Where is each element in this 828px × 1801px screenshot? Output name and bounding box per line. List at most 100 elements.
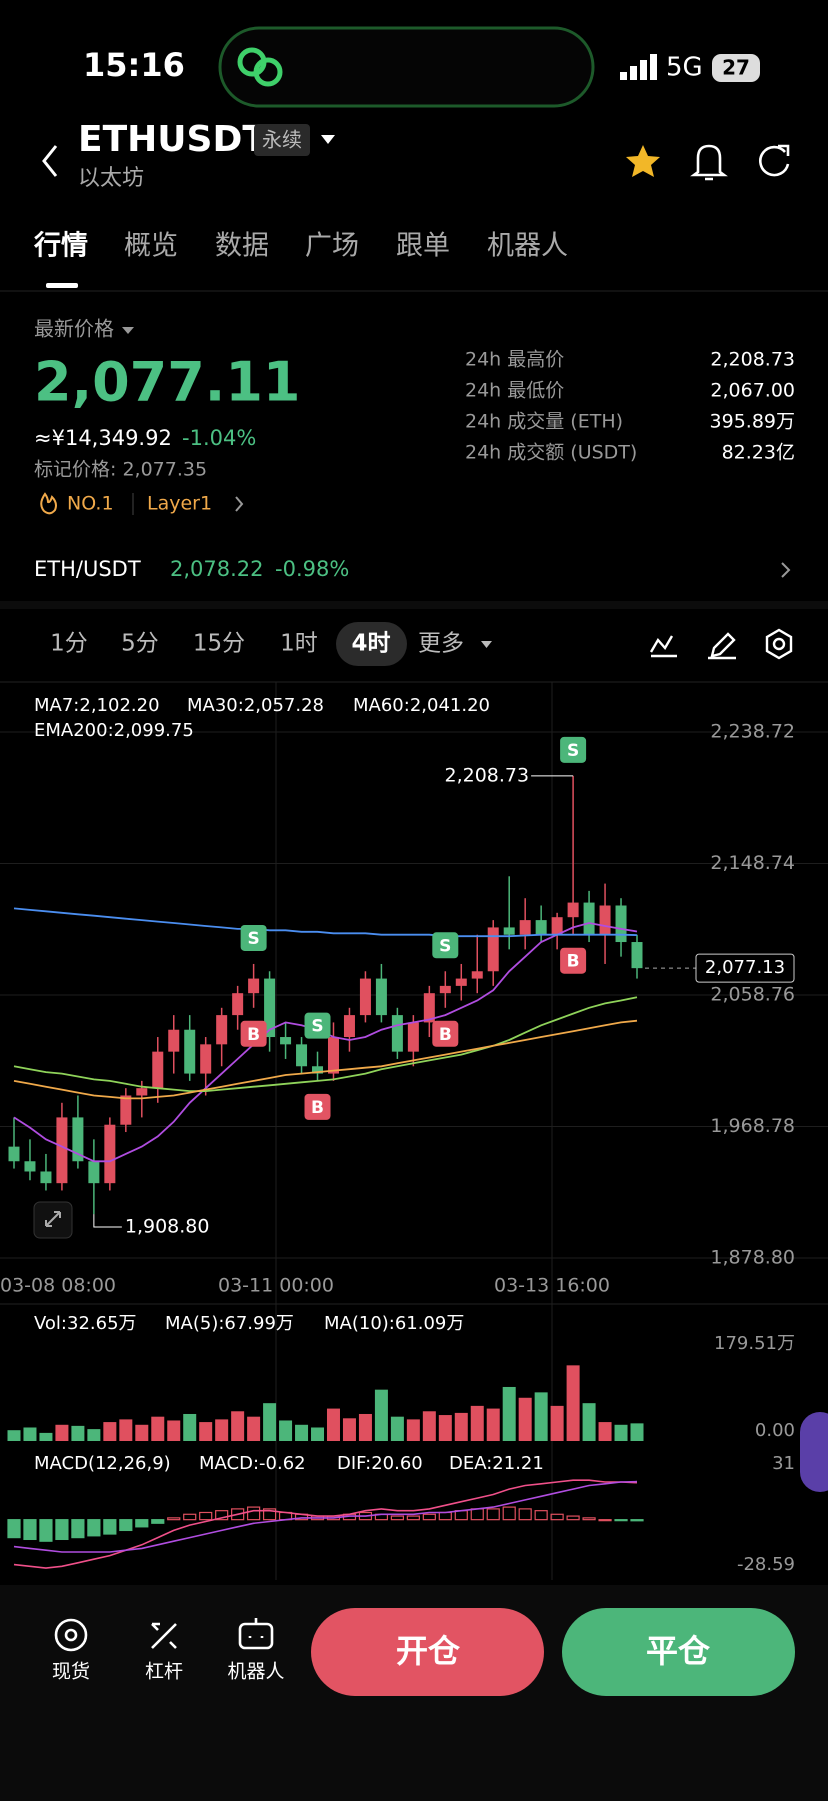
- candle-body: [312, 1066, 324, 1074]
- sector-tag[interactable]: Layer1: [147, 493, 212, 515]
- interval[interactable]: 1分: [50, 631, 88, 657]
- expand-icon: [45, 1211, 61, 1227]
- macd-legend: DIF:20.60: [337, 1453, 423, 1474]
- share-button[interactable]: [759, 144, 790, 177]
- settings-button[interactable]: [765, 628, 793, 660]
- volume-bar: [326, 1408, 340, 1441]
- volume-bar: [263, 1403, 277, 1441]
- tab[interactable]: 广场: [305, 231, 359, 262]
- nav-item[interactable]: 现货: [52, 1661, 90, 1683]
- candle-body: [567, 902, 579, 918]
- last-price-label: 2,077.13: [705, 957, 785, 978]
- macd-bar: [422, 1513, 436, 1521]
- candle-body: [24, 1161, 36, 1172]
- tab[interactable]: 数据: [215, 231, 269, 262]
- macd-bar: [23, 1519, 37, 1541]
- candle-body: [104, 1124, 116, 1184]
- macd-bar: [39, 1519, 53, 1542]
- y-tick-label: 2,238.72: [710, 721, 795, 743]
- indicator-button[interactable]: [649, 635, 677, 658]
- macd-bar: [390, 1515, 404, 1521]
- volume-tick-label: 0.00: [755, 1420, 795, 1441]
- interval[interactable]: 4时: [351, 631, 390, 657]
- high-label: 2,208.73: [444, 764, 529, 786]
- volume-bar: [358, 1413, 372, 1441]
- interval[interactable]: 5分: [121, 631, 159, 657]
- signal-badge: [304, 1012, 331, 1039]
- macd-tick-label: 31: [772, 1453, 795, 1474]
- candle-body: [487, 927, 499, 972]
- network: 5G: [666, 53, 703, 83]
- macd-bar: [614, 1519, 628, 1522]
- volume-bar: [422, 1411, 436, 1441]
- candle-body: [8, 1146, 20, 1162]
- signal-icon: [620, 54, 657, 80]
- section-divider: [0, 601, 828, 609]
- macd-bar: [71, 1519, 85, 1539]
- price-dropdown[interactable]: [122, 327, 134, 334]
- x-tick-label: 03-08 08:00: [0, 1275, 116, 1297]
- clock: 15:16: [83, 46, 185, 84]
- interval-selected: [336, 622, 407, 666]
- macd-bar: [502, 1506, 516, 1521]
- tab[interactable]: 行情: [33, 230, 88, 262]
- low-leader: [93, 1214, 122, 1228]
- candle-body: [40, 1171, 52, 1184]
- volume-legend: Vol:32.65万: [34, 1313, 137, 1334]
- interval[interactable]: 15分: [193, 631, 245, 657]
- spot-pair[interactable]: ETH/USDT: [34, 557, 141, 581]
- last-price-tag: [695, 953, 795, 983]
- signal-label: S: [439, 936, 451, 956]
- badge: [254, 124, 310, 156]
- macd-legend: MACD:-0.62: [199, 1453, 306, 1474]
- volume-bar: [614, 1424, 628, 1441]
- assistant-bubble[interactable]: [800, 1412, 828, 1492]
- back-button[interactable]: [42, 145, 58, 177]
- open-button-label: 开仓: [396, 1632, 461, 1670]
- close-button[interactable]: [562, 1608, 795, 1696]
- stat-label: 24h 最低价: [465, 380, 564, 402]
- badge-text: 永续: [262, 128, 302, 152]
- nav-icons: [54, 1618, 274, 1652]
- open-button[interactable]: [311, 1608, 544, 1696]
- macd-bar: [151, 1519, 165, 1524]
- nav-item[interactable]: 机器人: [227, 1661, 284, 1683]
- macd-dea-line: [13, 1480, 638, 1553]
- candle-body: [391, 1015, 403, 1052]
- tab[interactable]: 机器人: [487, 231, 568, 262]
- volume-bar: [438, 1415, 452, 1441]
- signal-label: B: [439, 1025, 452, 1045]
- rank: NO.1: [67, 493, 114, 515]
- favorite-button[interactable]: [626, 145, 660, 177]
- macd-bar: [406, 1515, 420, 1521]
- interval[interactable]: 更多: [418, 631, 464, 657]
- volume-bar: [215, 1419, 229, 1441]
- candle-body: [120, 1095, 132, 1125]
- candle-body: [535, 920, 547, 935]
- symbol-dropdown[interactable]: [321, 135, 335, 144]
- candle-body: [200, 1044, 212, 1074]
- interval[interactable]: 1时: [280, 631, 318, 657]
- nav-item[interactable]: 杠杆: [145, 1661, 183, 1683]
- macd-bar: [119, 1519, 133, 1532]
- macd-bar: [566, 1515, 580, 1521]
- macd-bar: [87, 1519, 101, 1537]
- candle-body: [375, 978, 387, 1016]
- candle-body: [327, 1037, 339, 1074]
- macd-bar: [247, 1506, 261, 1521]
- stat-value: 2,208.73: [710, 349, 795, 371]
- volume-bar: [151, 1416, 165, 1441]
- tab[interactable]: 概览: [124, 231, 178, 262]
- tab[interactable]: 跟单: [396, 231, 450, 262]
- macd-dif-line: [13, 1479, 638, 1569]
- candle-body: [631, 942, 643, 969]
- volume-bar: [119, 1419, 133, 1441]
- alert-button[interactable]: [690, 144, 728, 181]
- draw-button[interactable]: [708, 632, 736, 660]
- macd-bar: [630, 1519, 644, 1522]
- volume-bar: [502, 1386, 516, 1441]
- stat-value: 82.23亿: [722, 442, 795, 464]
